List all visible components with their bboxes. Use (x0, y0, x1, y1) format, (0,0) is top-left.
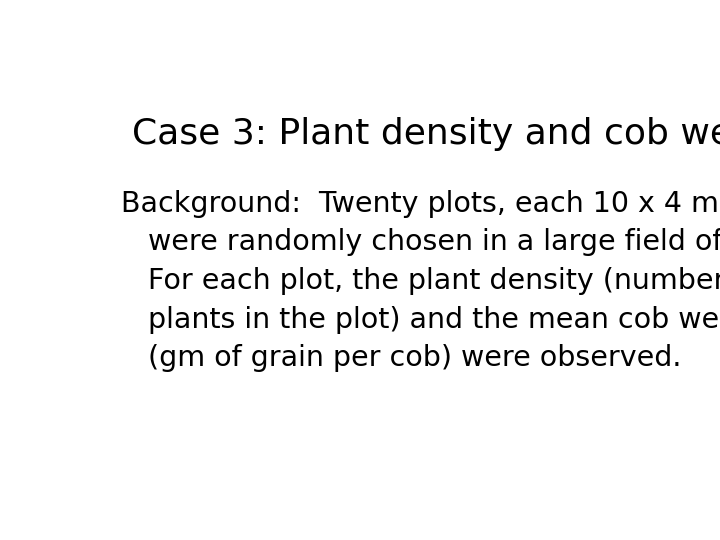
Text: were randomly chosen in a large field of corn.: were randomly chosen in a large field of… (121, 228, 720, 256)
Text: plants in the plot) and the mean cob weight: plants in the plot) and the mean cob wei… (121, 306, 720, 334)
Text: For each plot, the plant density (number of: For each plot, the plant density (number… (121, 267, 720, 295)
Text: Background:  Twenty plots, each 10 x 4 meters,: Background: Twenty plots, each 10 x 4 me… (121, 190, 720, 218)
Text: Case 3: Plant density and cob weight: Case 3: Plant density and cob weight (132, 117, 720, 151)
Text: (gm of grain per cob) were observed.: (gm of grain per cob) were observed. (121, 344, 681, 372)
